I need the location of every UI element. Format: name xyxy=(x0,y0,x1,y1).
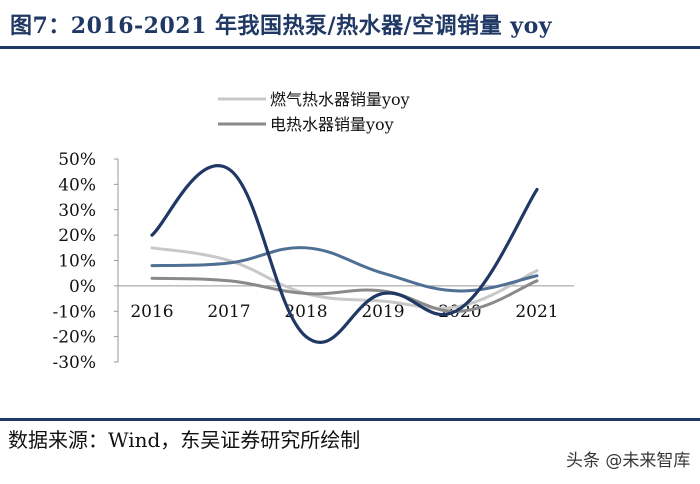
x-tick-label: 2016 xyxy=(130,302,173,322)
y-tick-label: 30% xyxy=(58,201,96,221)
y-tick-label: -10% xyxy=(52,302,96,322)
series-line-3 xyxy=(150,246,539,293)
chart-title: 图7：2016-2021 年我国热泵/热水器/空调销量 yoy xyxy=(10,13,553,39)
source-divider xyxy=(0,418,700,421)
series-line-1 xyxy=(150,246,539,310)
x-tick-label: 2018 xyxy=(284,302,327,322)
x-tick-label: 2021 xyxy=(515,302,558,322)
series-line-4 xyxy=(150,164,539,345)
y-tick-label: 40% xyxy=(58,175,96,195)
legend-label: 燃气热水器销量yoy xyxy=(270,90,410,109)
line-chart: 燃气热水器销量yoy 电热水器销量yoy 50% 40% 30% 20% 10% 0% -10… xyxy=(52,90,574,373)
title-divider xyxy=(0,46,700,49)
legend: 燃气热水器销量yoy 电热水器销量yoy xyxy=(218,90,410,134)
series-lines xyxy=(150,164,539,345)
y-tick-label: 0% xyxy=(69,277,96,297)
x-tick-label: 2017 xyxy=(207,302,250,322)
source-note: 数据来源：Wind，东吴证券研究所绘制 xyxy=(8,428,361,452)
y-tick-label: -30% xyxy=(52,353,96,373)
axes: 50% 40% 30% 20% 10% 0% -10% -20% -30% 2016 2017 201… xyxy=(52,150,574,373)
series-line-2 xyxy=(150,276,539,313)
x-tick-label: 2019 xyxy=(361,302,404,322)
y-tick-label: 50% xyxy=(58,150,96,170)
legend-label: 电热水器销量yoy xyxy=(270,115,394,134)
watermark-text: 头条 @未来智库 xyxy=(566,451,691,471)
y-tick-label: 20% xyxy=(58,226,96,246)
y-tick-label: -20% xyxy=(52,328,96,348)
y-tick-label: 10% xyxy=(58,252,96,272)
